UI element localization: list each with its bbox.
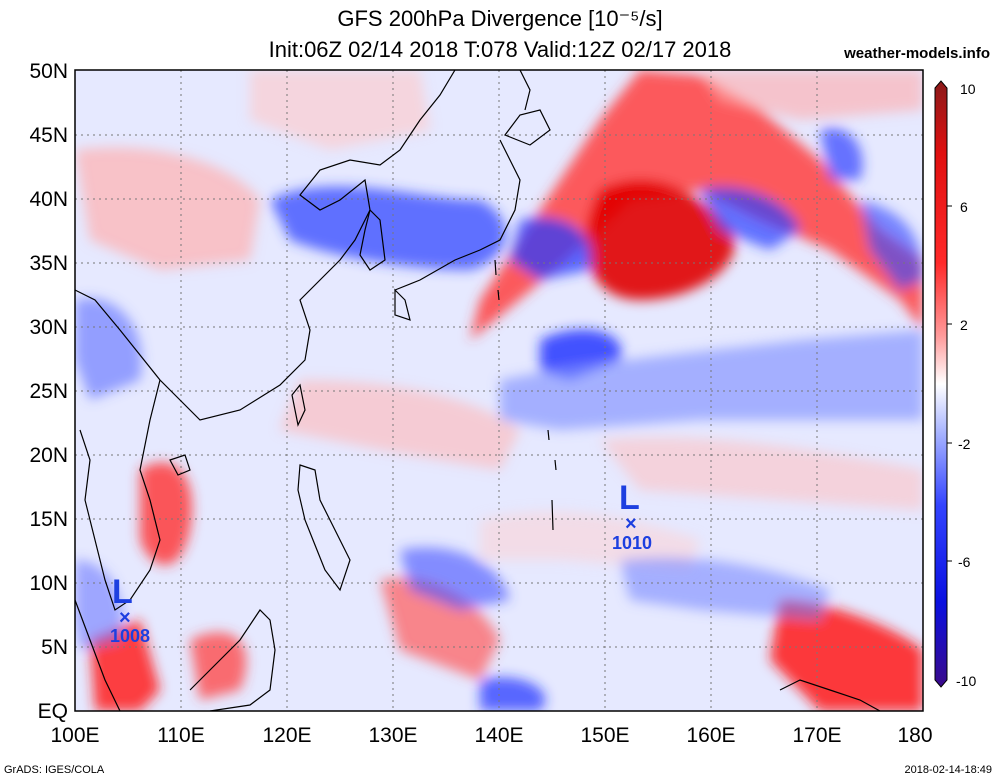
low-center-x-icon: × xyxy=(625,513,637,535)
lon-tick-label: 150E xyxy=(580,724,629,747)
lon-tick-label: 110E xyxy=(157,724,205,747)
lat-tick-label: 10N xyxy=(29,572,68,595)
low-letter: L xyxy=(112,573,133,611)
divergence-field xyxy=(75,70,923,711)
low-letter: L xyxy=(619,479,640,517)
coastlines xyxy=(75,70,881,711)
lon-tick-label: 120E xyxy=(262,724,311,747)
coast-borneo xyxy=(189,609,276,711)
plot-frame xyxy=(74,69,924,712)
colorbar-label: -10 xyxy=(956,673,976,689)
coast-kyushu xyxy=(394,288,411,321)
coast-japan-honshu xyxy=(394,139,521,291)
map-subtitle: Init:06Z 02/14 2018 T:078 Valid:12Z 02/1… xyxy=(268,37,732,62)
lat-tick-label: 30N xyxy=(29,316,68,339)
lon-tick-label: 130E xyxy=(368,724,417,747)
colorbar-scale xyxy=(934,80,948,688)
credit-text: GrADS: IGES/COLA xyxy=(4,764,105,776)
lat-tick-label: EQ xyxy=(38,700,68,723)
low-pressure-value: 1008 xyxy=(110,626,150,646)
coast-philippines xyxy=(297,464,351,592)
colorbar-label: -6 xyxy=(958,554,971,570)
lon-tick-label: 170E xyxy=(792,724,841,747)
coast-indochina xyxy=(79,379,161,611)
low-pressure-value: 1010 xyxy=(612,533,652,553)
lat-axis: EQ 5N 10N 15N 20N 25N 30N 35N 40N 45N 50… xyxy=(29,60,68,723)
lon-tick-label: 140E xyxy=(474,724,523,747)
colorbar-label: 2 xyxy=(960,317,968,333)
lat-tick-label: 25N xyxy=(29,380,68,403)
coast-new-guinea xyxy=(779,679,881,711)
map-title: GFS 200hPa Divergence [10⁻⁵/s] xyxy=(337,6,663,31)
coast-mainland xyxy=(75,70,456,421)
low-center-x-icon: × xyxy=(119,607,131,629)
coast-taiwan xyxy=(291,383,306,427)
colorbar-label: 6 xyxy=(960,199,968,215)
coast-hainan xyxy=(169,454,191,476)
lat-tick-label: 40N xyxy=(29,188,68,211)
timestamp: 2018-02-14-18:49 xyxy=(904,764,992,776)
lat-tick-label: 45N xyxy=(29,124,68,147)
lon-tick-label: 180 xyxy=(897,724,932,747)
lat-tick-label: 15N xyxy=(29,508,68,531)
coast-sumatra xyxy=(75,599,121,711)
grid-lines xyxy=(75,70,923,711)
lon-tick-label: 160E xyxy=(686,724,735,747)
coast-japan-hokkaido xyxy=(504,109,551,146)
coast-izu-islands xyxy=(494,259,557,531)
lat-tick-label: 20N xyxy=(29,444,68,467)
low-marker-1008: L × 1008 xyxy=(110,573,150,646)
colorbar: 10 6 2 -2 -6 -10 xyxy=(934,80,976,689)
lat-tick-label: 5N xyxy=(41,636,68,659)
coast-korea xyxy=(359,208,386,271)
lat-tick-label: 35N xyxy=(29,252,68,275)
lon-axis: 100E 110E 120E 130E 140E 150E 160E 170E … xyxy=(50,724,932,747)
coast-sakhalin xyxy=(519,70,531,111)
lat-tick-label: 50N xyxy=(29,60,68,83)
colorbar-label: -2 xyxy=(958,436,971,452)
site-name: weather-models.info xyxy=(844,45,990,62)
lon-tick-label: 100E xyxy=(50,724,99,747)
low-marker-1010: L × 1010 xyxy=(612,479,652,553)
colorbar-label: 10 xyxy=(960,81,976,97)
